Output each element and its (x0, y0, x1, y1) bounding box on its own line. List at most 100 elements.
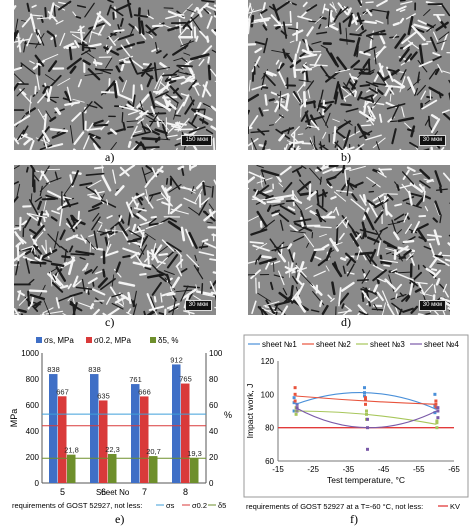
data-label: 838 (47, 365, 60, 374)
mechanical-properties-chart: σs, MPa σ0.2, MPa δ5, % 0 200 400 600 800 1000 0 2… (8, 333, 236, 513)
y-axis-label-right: % (224, 410, 232, 420)
scatter-point (436, 406, 439, 409)
micrograph-a: 150 мкм (14, 0, 216, 150)
scatter-point (366, 418, 369, 421)
legend-label: sheet №3 (370, 340, 405, 349)
bar (140, 396, 149, 483)
y-tick-label-right: 60 (209, 401, 218, 410)
micrograph-d: 30 мкм (248, 165, 450, 315)
y-tick-label-left: 400 (26, 427, 40, 436)
legend-swatch (36, 337, 42, 343)
scatter-point (294, 393, 297, 396)
data-label: 20,7 (146, 447, 161, 456)
scale-bar: 150 мкм (181, 135, 212, 146)
bar (190, 458, 199, 483)
x-tick-label: -25 (307, 465, 319, 474)
y-axis-label: Impact work, J (245, 384, 255, 439)
data-label: 19,3 (187, 449, 202, 458)
requirement-legend-label: σ0.2 (192, 501, 207, 510)
bar (131, 384, 140, 483)
scatter-point (435, 426, 438, 429)
bar (149, 456, 158, 483)
legend-label: sheet №4 (424, 340, 459, 349)
bar (67, 455, 76, 483)
requirement-legend-label: δ5 (218, 501, 226, 510)
x-tick-label: -45 (378, 465, 390, 474)
scatter-point (293, 396, 296, 399)
y-tick-label-left: 0 (35, 479, 40, 488)
y-tick-label: 120 (261, 357, 275, 366)
legend-label: sheet №1 (262, 340, 297, 349)
scale-bar: 30 мкм (419, 300, 446, 311)
scatter-point (295, 413, 298, 416)
scatter-point (436, 410, 439, 413)
data-label: 666 (138, 387, 151, 396)
y-tick-label-left: 1000 (21, 349, 39, 358)
micrograph-texture (14, 0, 216, 150)
x-tick-label: -15 (272, 465, 284, 474)
y-tick-label: 80 (265, 424, 274, 433)
x-tick-label: 5 (60, 487, 65, 497)
data-label: 761 (129, 375, 142, 384)
scatter-point (364, 403, 367, 406)
data-label: 22,3 (105, 445, 120, 454)
micrograph-b: 30 мкм (248, 0, 450, 150)
x-tick-label: -55 (413, 465, 425, 474)
scale-bar: 30 мкм (185, 300, 212, 311)
y-tick-label-left: 800 (26, 375, 40, 384)
micrograph-texture (248, 165, 450, 315)
data-label: 667 (56, 387, 69, 396)
panel-label-c: c) (105, 315, 114, 330)
bar (181, 384, 190, 483)
scatter-point (433, 393, 436, 396)
scatter-point (434, 400, 437, 403)
y-tick-label-right: 0 (209, 479, 214, 488)
scatter-point (363, 386, 366, 389)
y-tick-label-right: 20 (209, 453, 218, 462)
micrograph-texture (248, 0, 450, 150)
scatter-point (366, 448, 369, 451)
scatter-point (294, 400, 297, 403)
y-tick-label-left: 600 (26, 401, 40, 410)
requirement-legend-label: KV (450, 502, 460, 511)
y-tick-label-left: 200 (26, 453, 40, 462)
panel-label-a: a) (105, 150, 114, 165)
data-label: 635 (97, 391, 110, 400)
x-axis-label: Sheet No (96, 488, 130, 497)
data-label: 912 (170, 355, 183, 364)
y-tick-label-right: 40 (209, 427, 218, 436)
legend-label: σ0.2, MPa (94, 336, 132, 345)
y-tick-label-right: 100 (209, 349, 223, 358)
x-axis-label: Test temperature, °C (327, 475, 405, 485)
data-label: 21,8 (64, 446, 79, 455)
y-tick-label-right: 80 (209, 375, 218, 384)
data-label: 838 (88, 365, 101, 374)
legend-swatch (86, 337, 92, 343)
data-label: 765 (179, 375, 192, 384)
chart-legend: sheet №1 sheet №2 sheet №3 sheet №4 (248, 340, 459, 349)
x-tick-label: 8 (183, 487, 188, 497)
legend-label: δ5, % (158, 336, 178, 345)
bar (58, 396, 67, 483)
requirements-text: requirements of GOST 52927, not less: (12, 501, 142, 510)
chart-legend: σs, MPa σ0.2, MPa δ5, % (36, 336, 178, 345)
y-tick-label: 100 (261, 390, 275, 399)
legend-swatch (150, 337, 156, 343)
panel-label-d: d) (341, 315, 351, 330)
scatter-point (365, 410, 368, 413)
requirement-legend-label: σs (166, 501, 175, 510)
legend-label: σs, MPa (44, 336, 74, 345)
micrograph-texture (14, 165, 216, 315)
scatter-point (436, 416, 439, 419)
bar (99, 400, 108, 483)
panel-label-b: b) (341, 150, 351, 165)
x-tick-label: -35 (343, 465, 355, 474)
micrograph-c: 30 мкм (14, 165, 216, 315)
requirements-text: requirements of GOST 52927 at a T=-60 °C… (246, 502, 423, 511)
x-tick-label: 7 (142, 487, 147, 497)
legend-label: sheet №2 (316, 340, 351, 349)
bar (90, 374, 99, 483)
x-tick-label: -65 (448, 465, 460, 474)
scale-bar: 30 мкм (419, 135, 446, 146)
